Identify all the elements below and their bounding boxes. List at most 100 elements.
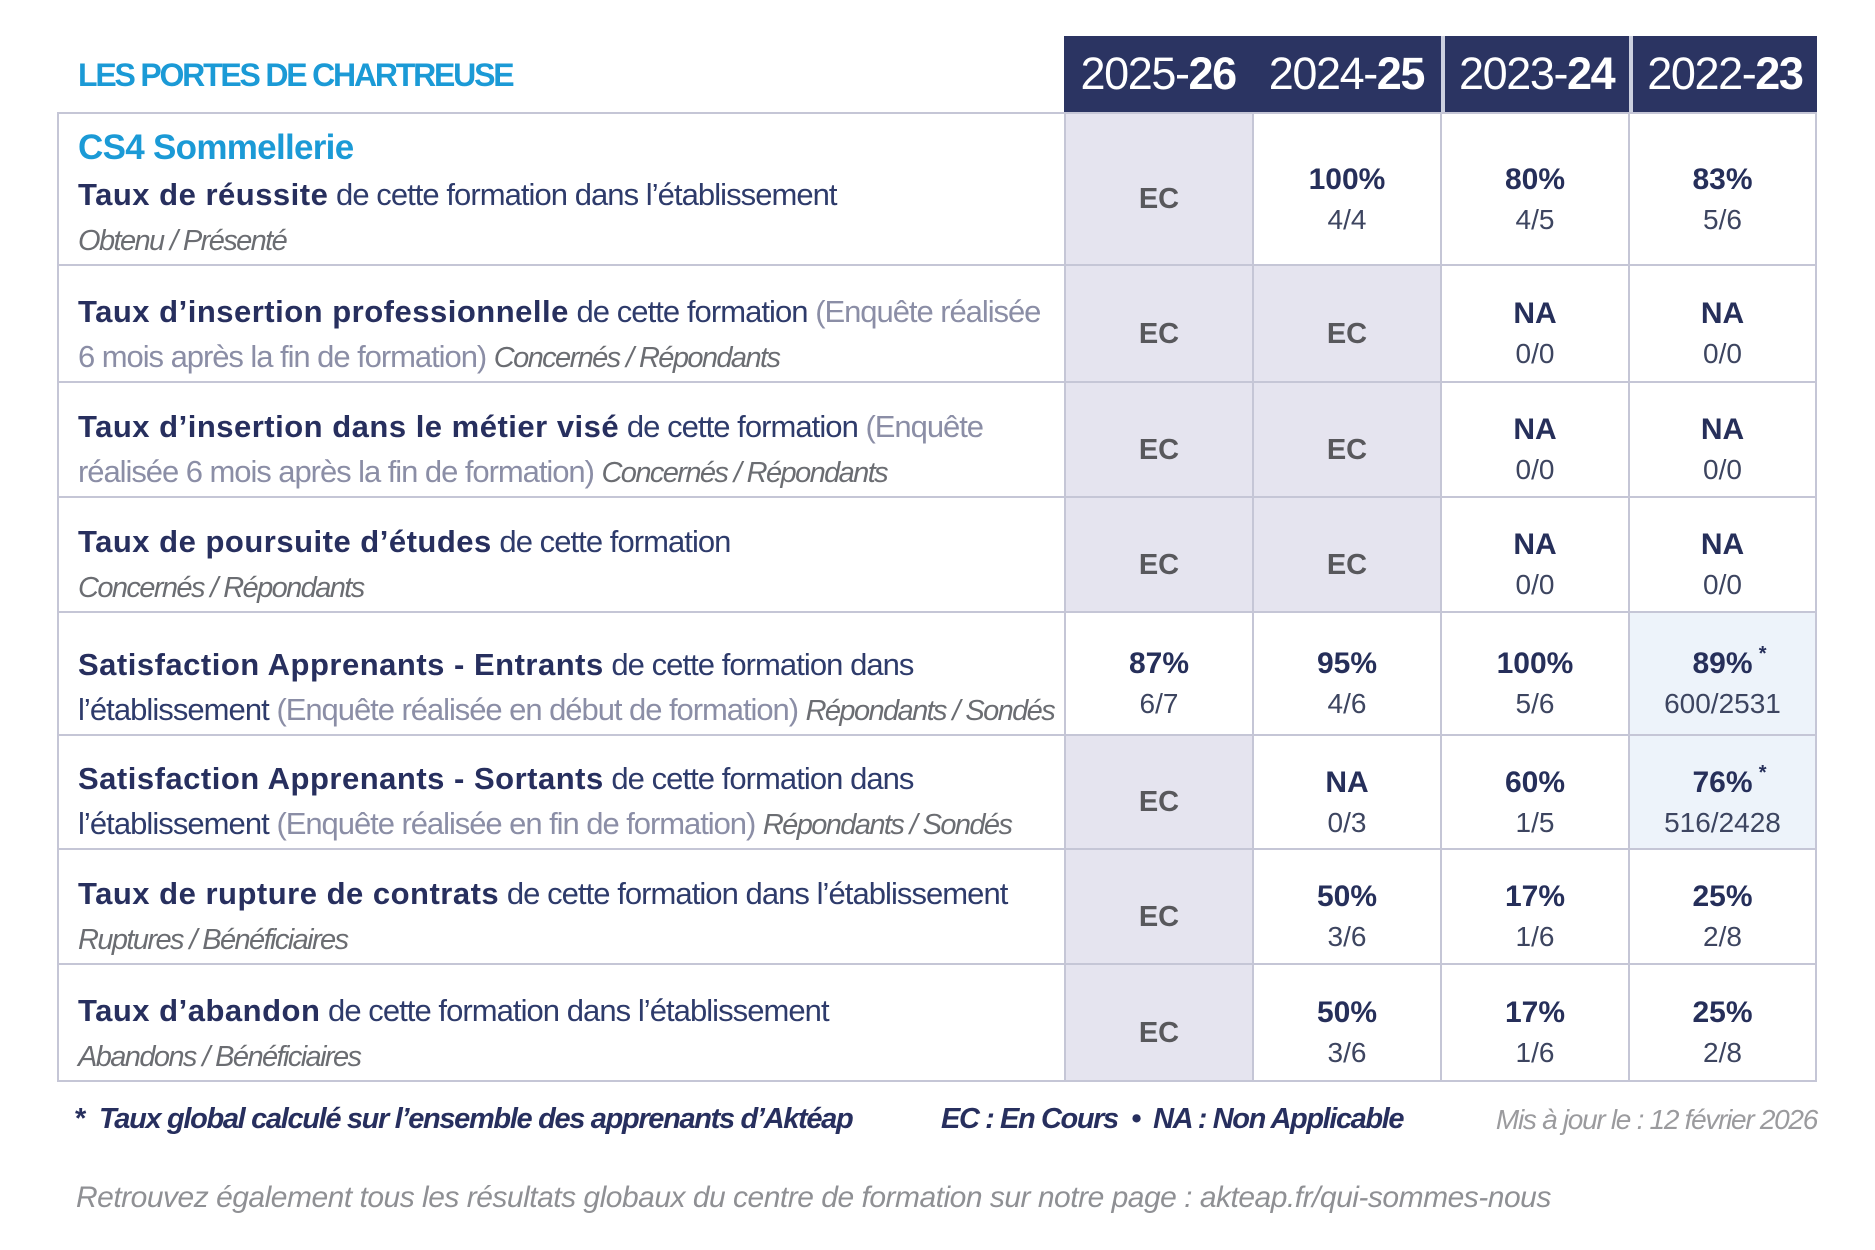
row-label-satisfaction-apprenants-entrants: Satisfaction Apprenants - Entrants de ce… <box>59 613 1064 734</box>
cell-value: 76% * <box>1692 762 1766 800</box>
cell-value: EC <box>1326 548 1368 581</box>
cell-fraction: 600/2531 <box>1664 688 1781 719</box>
cell-fraction: 0/0 <box>1515 454 1555 485</box>
cell-value: 25% <box>1692 880 1753 913</box>
cell-fraction: 0/0 <box>1703 454 1742 485</box>
cell-value: NA <box>1513 297 1557 330</box>
label-line: 6 mois après la fin de formation) Concer… <box>78 334 1060 381</box>
cell-fraction: 4/5 <box>1515 203 1555 235</box>
cell-value: EC <box>1138 183 1180 215</box>
cell-value: NA <box>1700 297 1745 330</box>
cell-satisfaction-apprenants-sortants-2024-25: NA 0/3 <box>1254 736 1440 848</box>
cell-taux-insertion-metier-vise-2025-26: EC <box>1066 383 1252 496</box>
cell-taux-insertion-professionnelle-2023-24: NA 0/0 <box>1442 266 1628 381</box>
cell-satisfaction-apprenants-sortants-2022-23: 76% * 516/2428 <box>1630 736 1815 848</box>
cell-value: 83% <box>1692 162 1753 196</box>
results-table: CS4 Sommellerie Taux de réussite de cette… <box>57 112 1817 1082</box>
footnote: * Taux global calculé sur l’ensemble des … <box>75 1103 854 1136</box>
cell-fraction: 3/6 <box>1327 921 1367 952</box>
cell-taux-rupture-contrats-2022-23: 25% 2/8 <box>1630 850 1815 963</box>
cell-value: 50% <box>1316 996 1378 1029</box>
cell-taux-insertion-metier-vise-2024-25: EC <box>1254 383 1440 496</box>
label-segment: de cette formation <box>568 294 816 329</box>
cell-value: 17% <box>1504 880 1566 913</box>
cell-taux-insertion-professionnelle-2022-23: NA 0/0 <box>1630 266 1815 381</box>
label-segment: Taux d’abandon <box>78 993 321 1028</box>
bottom-note: Retrouvez également tous les résultats g… <box>76 1181 1551 1214</box>
cell-value: 95% <box>1316 647 1378 680</box>
cell-value: NA <box>1325 765 1369 799</box>
year-label-bold: 25 <box>1376 48 1426 99</box>
cell-fraction: 0/0 <box>1703 338 1742 369</box>
cell-taux-insertion-professionnelle-2025-26: EC <box>1066 266 1252 381</box>
updated-date: Mis à jour le : 12 février 2026 <box>1495 1104 1818 1135</box>
label-segment: Abandons / Bénéficiaires <box>78 1041 362 1073</box>
cell-value: 25% <box>1692 996 1753 1029</box>
label-line: Abandons / Bénéficiaires <box>78 1033 1060 1080</box>
cell-fraction: 516/2428 <box>1664 806 1781 838</box>
cell-value: EC <box>1138 433 1180 466</box>
cell-taux-insertion-metier-vise-2023-24: NA 0/0 <box>1442 383 1628 496</box>
row-label-taux-insertion-metier-vise: Taux d’insertion dans le métier visé de … <box>59 383 1064 496</box>
label-segment: de cette formation dans l’établissement <box>328 177 838 212</box>
cell-value: NA <box>1700 528 1745 561</box>
row-label-taux-de-reussite: CS4 Sommellerie Taux de réussite de cette… <box>59 114 1064 264</box>
label-segment: réalisée 6 mois après la fin de formatio… <box>78 454 602 489</box>
cell-fraction: 2/8 <box>1703 1037 1742 1068</box>
cell-fraction: 0/0 <box>1515 569 1555 600</box>
label-line: Satisfaction Apprenants - Sortants de ce… <box>78 756 1060 801</box>
cell-satisfaction-apprenants-sortants-2025-26: EC <box>1066 736 1252 848</box>
label-segment: Taux d’insertion dans le métier visé <box>78 409 620 444</box>
cell-taux-abandon-2025-26: EC <box>1066 965 1252 1080</box>
page-title: LES PORTES DE CHARTREUSE <box>78 57 515 93</box>
label-line: Satisfaction Apprenants - Entrants de ce… <box>78 642 1060 687</box>
label-line: Concernés / Répondants <box>78 564 1060 611</box>
label-segment: (Enquête réalisée en fin de formation) <box>276 806 763 841</box>
year-column-2025-26: 2025- 26 <box>1064 36 1253 112</box>
cell-taux-poursuite-etudes-2022-23: NA 0/0 <box>1630 498 1815 611</box>
cell-value: 17% <box>1504 996 1566 1029</box>
cell-value: NA <box>1700 413 1745 446</box>
cell-value: EC <box>1138 900 1180 933</box>
cell-value: 87% <box>1128 647 1190 680</box>
label-segment: 6 mois après la fin de formation) <box>78 339 494 374</box>
cell-taux-de-reussite-2022-23: 83% 5/6 <box>1630 114 1815 264</box>
cell-value: 89% * <box>1692 643 1766 681</box>
label-segment: de cette formation dans <box>603 761 914 796</box>
label-segment: Répondants / Sondés <box>805 695 1056 727</box>
label-segment: Satisfaction Apprenants - Entrants <box>78 647 604 682</box>
legend: EC : En Cours • NA : Non Applicable <box>941 1103 1405 1135</box>
label-line: l’établissement (Enquête réalisée en déb… <box>78 687 1060 734</box>
label-segment: de cette formation <box>491 524 731 559</box>
label-segment: Satisfaction Apprenants - Sortants <box>78 761 604 796</box>
cell-taux-de-reussite-2023-24: 80% 4/5 <box>1442 114 1628 264</box>
cell-fraction: 5/6 <box>1703 203 1742 235</box>
cell-fraction: 6/7 <box>1139 688 1179 719</box>
label-segment: Obtenu / Présenté <box>78 225 288 257</box>
label-segment: l’établissement <box>78 806 277 841</box>
year-label: 2025- <box>1080 48 1189 99</box>
year-column-2022-23: 2022- 23 <box>1628 36 1817 112</box>
label-segment: de cette formation <box>619 409 866 444</box>
label-segment: (Enquête <box>865 409 984 444</box>
cell-fraction: 0/0 <box>1515 338 1555 369</box>
cell-taux-rupture-contrats-2023-24: 17% 1/6 <box>1442 850 1628 963</box>
cell-taux-abandon-2022-23: 25% 2/8 <box>1630 965 1815 1080</box>
cell-satisfaction-apprenants-entrants-2023-24: 100% 5/6 <box>1442 613 1628 734</box>
cell-fraction: 4/4 <box>1327 203 1367 235</box>
cell-taux-poursuite-etudes-2025-26: EC <box>1066 498 1252 611</box>
row-label-taux-rupture-contrats: Taux de rupture de contrats de cette for… <box>59 850 1064 963</box>
cell-value: EC <box>1326 317 1368 350</box>
label-segment: l’établissement <box>78 692 277 727</box>
cell-satisfaction-apprenants-sortants-2023-24: 60% 1/5 <box>1442 736 1628 848</box>
cell-taux-de-reussite-2024-25: 100% 4/4 <box>1254 114 1440 264</box>
label-segment: Concernés / Répondants <box>493 342 781 374</box>
label-segment: Ruptures / Bénéficiaires <box>78 924 349 956</box>
cell-value: 100% <box>1308 162 1386 196</box>
cell-satisfaction-apprenants-entrants-2022-23: 89% * 600/2531 <box>1630 613 1815 734</box>
cell-value: EC <box>1326 433 1368 466</box>
cell-fraction: 5/6 <box>1515 688 1555 719</box>
label-segment: de cette formation dans l’établissement <box>320 993 830 1028</box>
label-segment: Taux de poursuite d’études <box>78 524 492 559</box>
